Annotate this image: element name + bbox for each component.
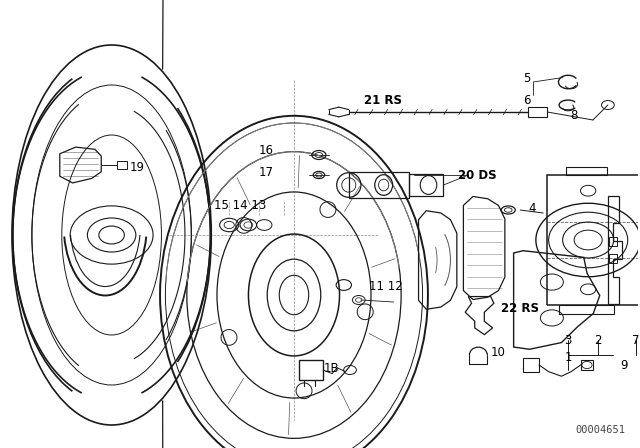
Text: 19: 19 bbox=[129, 160, 145, 173]
Text: 20 DS: 20 DS bbox=[458, 168, 497, 181]
Text: 3: 3 bbox=[564, 333, 572, 346]
Text: 1B: 1B bbox=[324, 362, 339, 375]
Text: 15 14 13: 15 14 13 bbox=[214, 198, 266, 211]
Text: 16: 16 bbox=[259, 143, 274, 156]
Text: 1: 1 bbox=[564, 350, 572, 363]
Text: 2: 2 bbox=[594, 333, 602, 346]
Text: 6: 6 bbox=[523, 94, 531, 107]
Text: 9: 9 bbox=[620, 358, 627, 371]
Text: 00004651: 00004651 bbox=[576, 425, 626, 435]
Text: 22 RS: 22 RS bbox=[501, 302, 540, 314]
Text: 7: 7 bbox=[632, 333, 639, 346]
Text: 21 RS: 21 RS bbox=[364, 94, 402, 107]
Text: 11 12: 11 12 bbox=[369, 280, 403, 293]
Text: 10: 10 bbox=[490, 345, 505, 358]
Text: 4: 4 bbox=[528, 202, 536, 215]
Text: 8: 8 bbox=[570, 108, 577, 121]
Text: 5: 5 bbox=[523, 72, 531, 85]
Text: 17: 17 bbox=[259, 165, 274, 178]
